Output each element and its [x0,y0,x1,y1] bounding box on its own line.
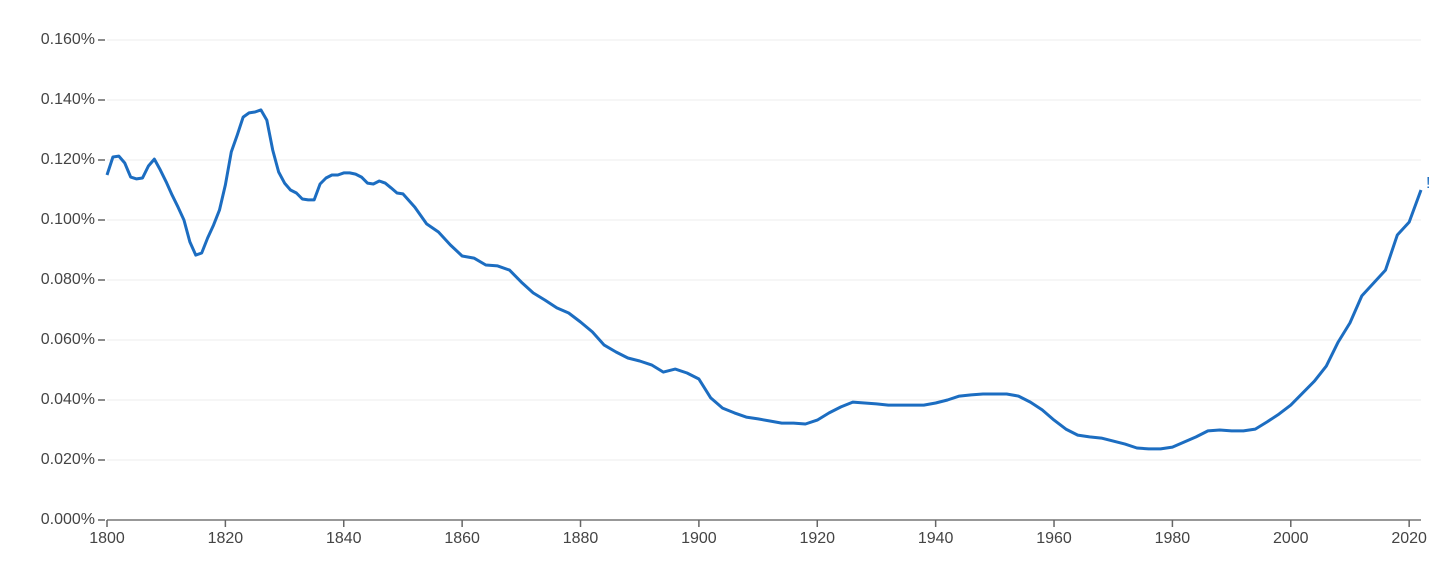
y-tick-label: 0.040% [41,391,95,408]
x-tick-label: 1840 [326,530,362,547]
x-tick-label: 2020 [1391,530,1427,547]
x-tick-label: 2000 [1273,530,1309,547]
x-tick-label: 1880 [563,530,599,547]
x-tick-label: 1820 [208,530,244,547]
x-tick-label: 1900 [681,530,717,547]
y-tick-label: 0.100% [41,211,95,228]
x-tick-label: 1940 [918,530,954,547]
y-tick-label: 0.160% [41,31,95,48]
series-line [105,108,1423,451]
y-tick-label: 0.120% [41,151,95,168]
y-tick-label: 0.080% [41,271,95,288]
x-tick-label: 1920 [799,530,835,547]
y-tick-label: 0.000% [41,511,95,528]
x-tick-label: 1960 [1036,530,1072,547]
y-tick-label: 0.060% [41,331,95,348]
x-tick-label: 1800 [89,530,125,547]
x-tick-label: 1860 [444,530,480,547]
series-label: ! [1426,175,1430,192]
y-tick-label: 0.020% [41,451,95,468]
x-tick-label: 1980 [1155,530,1191,547]
y-tick-label: 0.140% [41,91,95,108]
